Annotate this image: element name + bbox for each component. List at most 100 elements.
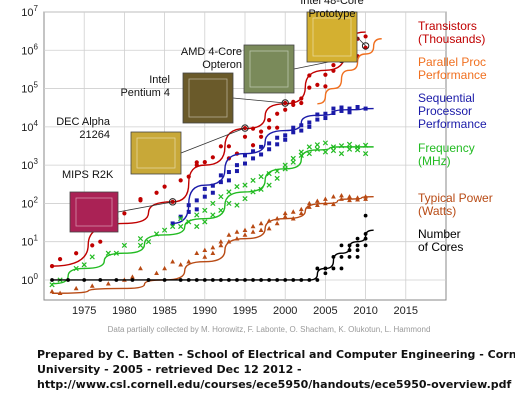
trend-line xyxy=(52,195,374,294)
frequency-point xyxy=(202,219,208,225)
power-point xyxy=(250,223,256,229)
cores-point xyxy=(299,278,304,282)
series-label: Parallel Proc xyxy=(418,55,486,69)
series-label: (Watts) xyxy=(418,204,456,218)
frequency-point xyxy=(306,150,312,157)
power-point xyxy=(170,259,176,264)
transistor-point xyxy=(242,134,248,139)
sequential-perf-point xyxy=(202,186,207,191)
cores-point xyxy=(259,278,263,282)
caption-line-2: University - 2005 - retrieved Dec 12 201… xyxy=(37,363,302,376)
caption-line-3: http://www.csl.cornell.edu/courses/ece59… xyxy=(37,378,512,391)
cores-point xyxy=(323,271,328,276)
frequency-point xyxy=(226,200,232,207)
cores-point xyxy=(50,278,54,282)
power-point xyxy=(314,202,320,207)
power-point xyxy=(347,194,352,199)
x-tick-label: 2010 xyxy=(353,305,377,317)
frequency-point xyxy=(137,236,144,242)
cores-point xyxy=(210,278,215,282)
cores-point xyxy=(82,278,87,282)
chip-die-outline xyxy=(312,17,352,57)
chip-photo xyxy=(69,191,119,233)
sequential-perf-point xyxy=(267,147,272,152)
cores-point xyxy=(186,278,191,282)
sequential-perf-point xyxy=(291,130,296,135)
y-tick-label: 103 xyxy=(21,157,38,172)
series-label: Frequency xyxy=(418,141,475,155)
transistor-point xyxy=(98,239,103,244)
transistor-point xyxy=(299,100,304,106)
callout-leader xyxy=(232,97,286,104)
sequential-perf-point xyxy=(210,190,215,195)
sequential-perf-point xyxy=(323,116,328,121)
callout-leader xyxy=(180,127,246,154)
transistor-point xyxy=(74,251,79,256)
transistor-point xyxy=(323,84,328,89)
series-label: (Thousands) xyxy=(418,32,485,46)
power-point xyxy=(306,200,312,206)
trend-line xyxy=(52,146,374,285)
sequential-perf-point xyxy=(210,183,215,188)
x-tick-label: 1980 xyxy=(112,305,136,317)
cores-point xyxy=(307,278,312,282)
frequency-point xyxy=(346,141,353,147)
transistor-point xyxy=(202,160,207,165)
chip-label: Intel 48-Core xyxy=(300,0,364,7)
cores-point xyxy=(355,236,360,241)
callout-leader xyxy=(356,36,366,47)
frequency-point xyxy=(170,223,176,230)
callout-anchor xyxy=(361,42,370,50)
sequential-perf-point xyxy=(259,152,264,157)
power-point xyxy=(194,250,200,256)
cores-point xyxy=(331,255,336,259)
power-point xyxy=(73,285,79,291)
frequency-point xyxy=(362,142,369,148)
chip-label: Pentium 4 xyxy=(120,87,170,99)
transistor-point xyxy=(307,85,312,90)
y-tick-label: 107 xyxy=(21,4,38,19)
transistor-point xyxy=(49,264,55,269)
chip-die-outline xyxy=(136,137,176,169)
power-point xyxy=(363,196,368,201)
power-point xyxy=(234,236,240,241)
power-point xyxy=(210,250,216,256)
sequential-perf-point xyxy=(226,170,231,175)
frequency-point xyxy=(314,146,320,152)
x-tick-label: 2000 xyxy=(273,305,297,317)
power-point xyxy=(298,210,304,216)
power-point xyxy=(363,194,368,199)
callout-anchor xyxy=(168,198,177,206)
power-point xyxy=(258,227,264,232)
trend-line xyxy=(317,38,382,105)
frequency-point xyxy=(137,242,144,249)
frequency-point xyxy=(290,159,296,165)
power-point xyxy=(218,242,224,248)
transistor-point xyxy=(331,68,336,73)
power-point xyxy=(290,209,296,214)
cores-point xyxy=(315,278,320,282)
transistor-point xyxy=(57,257,63,262)
x-tick-label: 2015 xyxy=(394,305,418,317)
frequency-point xyxy=(354,147,361,153)
power-point xyxy=(162,265,167,271)
sequential-perf-point xyxy=(218,173,223,178)
callout-anchor xyxy=(281,99,289,107)
frequency-point xyxy=(218,207,224,213)
chip-photo xyxy=(182,72,234,124)
sequential-perf-point xyxy=(275,135,280,140)
sequential-perf-point xyxy=(218,180,223,185)
chart: 1975 1980 1985 1990 1995 2000 2005 2010 2015 100 1… xyxy=(21,0,492,334)
transistor-point xyxy=(291,99,296,104)
transistor-point xyxy=(315,82,320,87)
sequential-perf-point xyxy=(186,203,191,208)
cores-point xyxy=(291,278,296,282)
power-point xyxy=(186,259,192,264)
frequency-point xyxy=(266,171,272,177)
transistor-point xyxy=(267,118,272,123)
chart-axes: 1975 1980 1985 1990 1995 2000 2005 2010 2015 100 1… xyxy=(21,4,418,317)
frequency-point xyxy=(266,182,272,188)
power-point xyxy=(282,210,288,216)
power-point xyxy=(290,216,296,221)
